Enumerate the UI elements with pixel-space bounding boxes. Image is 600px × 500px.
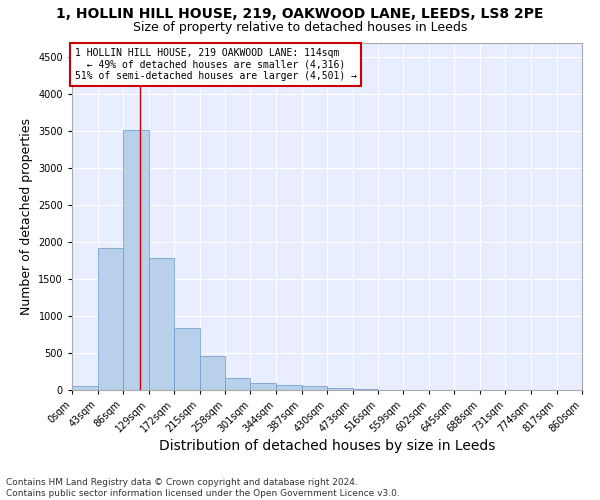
Bar [174, 328, 199, 390]
Text: Contains HM Land Registry data © Crown copyright and database right 2024.
Contai: Contains HM Land Registry data © Crown c… [6, 478, 400, 498]
Bar [149, 258, 174, 390]
Bar [72, 386, 97, 390]
Bar [123, 130, 149, 390]
Bar [327, 388, 353, 390]
Bar [276, 385, 302, 390]
Bar [302, 386, 327, 390]
X-axis label: Distribution of detached houses by size in Leeds: Distribution of detached houses by size … [159, 440, 495, 454]
Bar [97, 248, 123, 390]
Text: Size of property relative to detached houses in Leeds: Size of property relative to detached ho… [133, 22, 467, 35]
Bar [251, 383, 276, 390]
Bar [353, 389, 378, 390]
Text: 1, HOLLIN HILL HOUSE, 219, OAKWOOD LANE, LEEDS, LS8 2PE: 1, HOLLIN HILL HOUSE, 219, OAKWOOD LANE,… [56, 8, 544, 22]
Bar [199, 356, 225, 390]
Bar [225, 378, 251, 390]
Y-axis label: Number of detached properties: Number of detached properties [20, 118, 32, 315]
Text: 1 HOLLIN HILL HOUSE, 219 OAKWOOD LANE: 114sqm
  ← 49% of detached houses are sma: 1 HOLLIN HILL HOUSE, 219 OAKWOOD LANE: 1… [74, 48, 356, 81]
